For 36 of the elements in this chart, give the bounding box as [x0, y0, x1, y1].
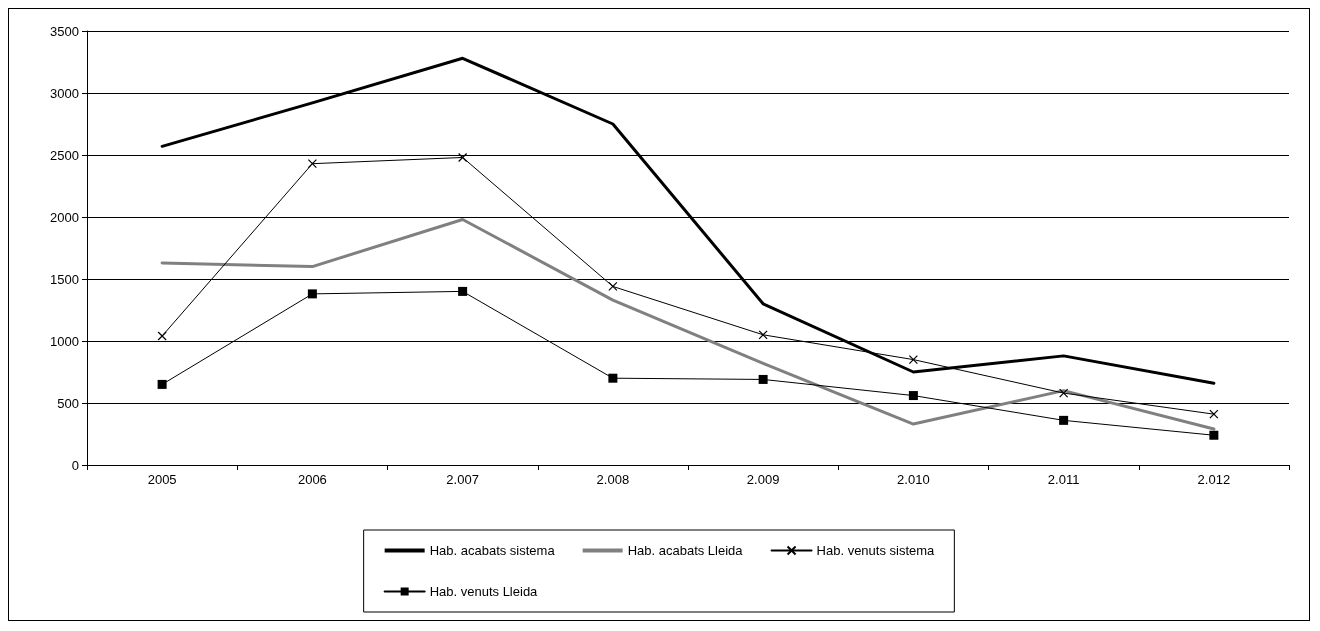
point — [157, 379, 167, 389]
x-tick-label: 2.009 — [746, 472, 780, 487]
point — [1209, 430, 1219, 440]
point — [908, 391, 918, 401]
point — [1209, 409, 1219, 419]
y-tick-label: 0 — [71, 457, 79, 473]
point — [307, 159, 317, 169]
y-tick-label: 2500 — [50, 147, 79, 163]
x-tick-label: 2.010 — [897, 472, 930, 487]
point — [157, 331, 167, 341]
point — [458, 286, 468, 296]
legend-label: Hab. acabats Lleida — [627, 543, 744, 558]
point — [458, 152, 468, 163]
point — [608, 373, 618, 383]
x-tick-label: 2005 — [147, 472, 177, 487]
x-tick-label: 2006 — [297, 472, 327, 487]
point — [608, 281, 618, 292]
y-tick-label: 3500 — [50, 23, 79, 39]
y-tick-label: 2000 — [50, 209, 79, 225]
point — [307, 289, 317, 299]
legend-label: Hab. acabats sistema — [429, 543, 556, 558]
point — [1059, 388, 1069, 398]
point — [758, 374, 768, 384]
point — [758, 330, 768, 340]
x-tick-label: 2.011 — [1047, 472, 1080, 487]
y-tick-label: 500 — [57, 395, 79, 411]
point — [908, 355, 918, 365]
y-tick-label: 1500 — [50, 271, 79, 287]
x-tick-label: 2.012 — [1197, 472, 1231, 487]
y-tick-label: 3000 — [50, 85, 79, 101]
y-tick-label: 1000 — [50, 333, 79, 349]
legend-label: Hab. venuts sistema — [816, 543, 936, 558]
point — [1059, 415, 1069, 425]
x-tick-label: 2.007 — [446, 472, 479, 487]
legend-label: Hab. venuts Lleida — [429, 584, 539, 599]
x-tick-label: 2.008 — [596, 472, 630, 487]
